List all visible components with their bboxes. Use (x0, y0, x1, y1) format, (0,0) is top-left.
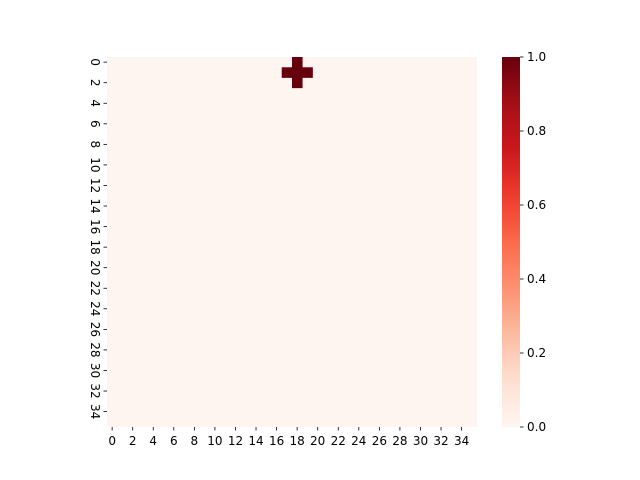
y-tick-label: 6 (88, 120, 102, 128)
colorbar-gradient (502, 57, 520, 427)
y-tick-label: 20 (88, 260, 102, 275)
x-tick-label: 2 (129, 434, 137, 448)
y-tick-label: 26 (88, 322, 102, 337)
y-tick-label: 28 (88, 342, 102, 357)
heatmap-cell (302, 67, 313, 78)
y-tick-label: 30 (88, 363, 102, 378)
y-tick-label: 34 (88, 404, 102, 419)
x-tick-label: 32 (433, 434, 448, 448)
x-tick-label: 22 (331, 434, 346, 448)
x-tick-label: 12 (228, 434, 243, 448)
x-tick-label: 24 (351, 434, 366, 448)
x-tick-label: 16 (269, 434, 284, 448)
y-tick-label: 2 (88, 79, 102, 87)
heatmap-background (107, 57, 477, 427)
x-tick-label: 20 (310, 434, 325, 448)
colorbar-tick-label: 1.0 (527, 50, 546, 64)
x-tick-label: 26 (372, 434, 387, 448)
x-tick-label: 30 (413, 434, 428, 448)
colorbar-tick-label: 0.2 (527, 346, 546, 360)
colorbar-tick-label: 0.6 (527, 198, 546, 212)
y-tick-label: 24 (88, 301, 102, 316)
x-tick-label: 18 (289, 434, 304, 448)
heatmap-cell (292, 57, 303, 68)
y-tick-label: 8 (88, 141, 102, 149)
x-tick-label: 4 (149, 434, 157, 448)
y-tick-label: 22 (88, 281, 102, 296)
heatmap-cell (281, 67, 293, 78)
y-tick-label: 32 (88, 383, 102, 398)
y-tick-label: 14 (88, 198, 102, 213)
x-tick-label: 10 (207, 434, 222, 448)
x-tick-label: 14 (248, 434, 263, 448)
x-axis: 0 2 4 6 8 10 12 14 16 18 20 22 24 26 28 30 32 34 (108, 427, 469, 448)
colorbar-tick-label: 0.4 (527, 272, 546, 286)
heatmap-cell (292, 77, 303, 89)
y-tick-label: 18 (88, 239, 102, 254)
y-tick-label: 12 (88, 178, 102, 193)
x-tick-label: 6 (170, 434, 178, 448)
colorbar-tick-label: 0.8 (527, 124, 546, 138)
x-tick-label: 28 (392, 434, 407, 448)
y-tick-label: 4 (88, 99, 102, 107)
x-tick-label: 0 (108, 434, 116, 448)
colorbar-tick-label: 0.0 (527, 420, 546, 434)
colorbar: 0.0 0.2 0.4 0.6 0.8 1.0 (502, 50, 546, 434)
y-tick-label: 16 (88, 219, 102, 234)
heatmap-grid (107, 57, 477, 427)
x-tick-label: 34 (454, 434, 469, 448)
heatmap-cell (292, 67, 303, 78)
y-tick-label: 0 (88, 58, 102, 66)
y-tick-label: 10 (88, 157, 102, 172)
x-tick-label: 8 (191, 434, 199, 448)
